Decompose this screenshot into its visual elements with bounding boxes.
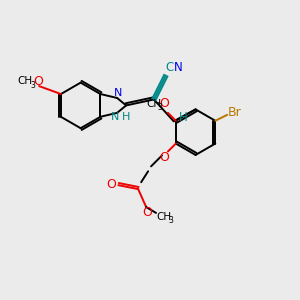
Text: CH: CH xyxy=(156,212,172,222)
Text: N: N xyxy=(174,61,183,74)
Text: H: H xyxy=(179,111,188,124)
Text: Br: Br xyxy=(228,106,242,119)
Text: O: O xyxy=(142,206,152,219)
Text: 3: 3 xyxy=(168,216,173,225)
Text: 3: 3 xyxy=(158,103,162,112)
Text: C: C xyxy=(166,61,174,74)
Text: N: N xyxy=(111,112,119,122)
Text: 3: 3 xyxy=(31,81,36,90)
Text: H: H xyxy=(122,112,130,122)
Text: O: O xyxy=(159,98,169,110)
Text: O: O xyxy=(106,178,116,191)
Text: CH: CH xyxy=(18,76,33,86)
Text: O: O xyxy=(33,75,43,88)
Text: CH: CH xyxy=(146,99,162,109)
Text: O: O xyxy=(159,151,169,164)
Text: N: N xyxy=(114,88,122,98)
